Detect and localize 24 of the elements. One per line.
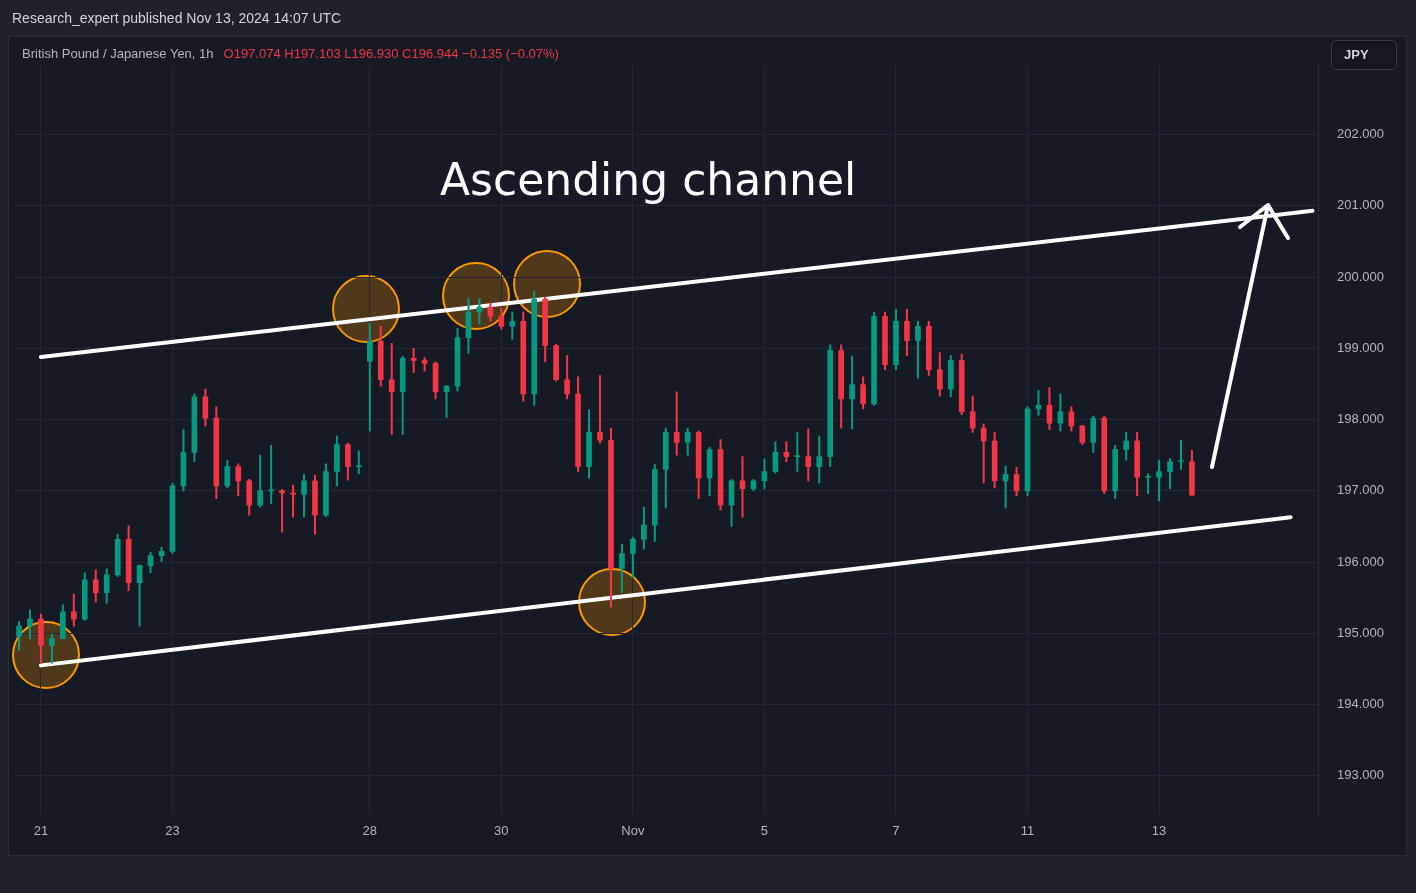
- chart-subtitle: O197.074 H197.103 L196.930 C196.944 −0.135 (−0.07%): [223, 46, 559, 61]
- y-tick-label: 201.000: [1337, 197, 1384, 213]
- y-tick-label: 198.000: [1337, 411, 1384, 427]
- chart-title: British Pound / Japanese Yen, 1h: [22, 46, 214, 61]
- x-tick-label: Nov: [621, 823, 645, 839]
- x-tick-label: 13: [1151, 823, 1167, 839]
- annotation: Ascending channel: [440, 154, 857, 205]
- y-tick-label: 202.000: [1337, 126, 1384, 142]
- y-tick-label: 196.000: [1337, 553, 1384, 569]
- x-tick-label: 21: [33, 823, 49, 839]
- x-tick-label: 23: [165, 823, 180, 839]
- x-tick-label: 28: [362, 823, 378, 839]
- y-tick-label: 200.000: [1337, 268, 1384, 284]
- y-tick-label: 194.000: [1337, 696, 1384, 712]
- x-tick-label: 7: [892, 823, 900, 839]
- x-tick-label: 30: [494, 823, 509, 839]
- x-tick-label: 5: [760, 823, 769, 839]
- y-tick-label: 195.000: [1337, 624, 1384, 640]
- text: Research_expert published Nov 13, 2024 14:07 UTC: [12, 10, 342, 26]
- x-tick-label: 11: [1020, 823, 1035, 839]
- y-tick-label: 193.000: [1337, 767, 1384, 783]
- y-tick-label: 199.000: [1337, 339, 1384, 355]
- y-axis-title: JPY: [1331, 40, 1397, 70]
- y-tick-label: 197.000: [1337, 482, 1384, 498]
